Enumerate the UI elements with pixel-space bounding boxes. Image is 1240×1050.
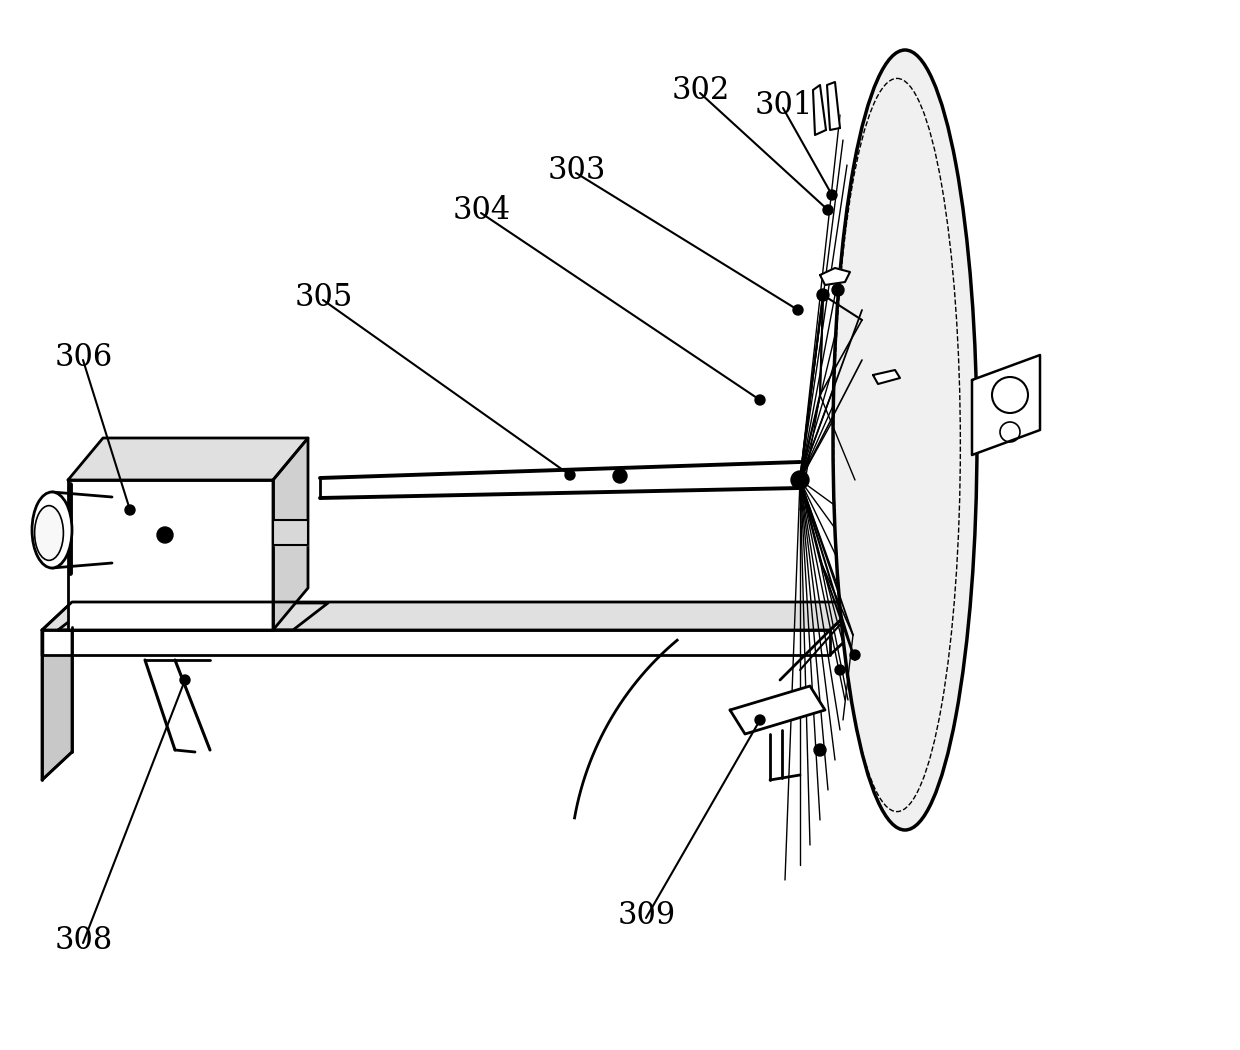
Polygon shape bbox=[813, 85, 826, 135]
Circle shape bbox=[813, 744, 826, 756]
Ellipse shape bbox=[32, 492, 72, 568]
Ellipse shape bbox=[833, 50, 977, 830]
Circle shape bbox=[817, 289, 830, 301]
Circle shape bbox=[180, 675, 190, 685]
Polygon shape bbox=[820, 268, 849, 285]
Circle shape bbox=[755, 395, 765, 405]
Polygon shape bbox=[827, 82, 839, 130]
Polygon shape bbox=[972, 355, 1040, 455]
Text: 303: 303 bbox=[548, 155, 606, 186]
Circle shape bbox=[827, 190, 837, 200]
Polygon shape bbox=[273, 520, 308, 545]
Polygon shape bbox=[68, 480, 273, 630]
Circle shape bbox=[794, 304, 804, 315]
Polygon shape bbox=[58, 603, 329, 630]
Text: 302: 302 bbox=[672, 75, 730, 106]
Circle shape bbox=[565, 470, 575, 480]
Polygon shape bbox=[68, 438, 308, 480]
Polygon shape bbox=[730, 686, 825, 734]
Polygon shape bbox=[42, 630, 830, 655]
Text: 304: 304 bbox=[453, 195, 511, 226]
Polygon shape bbox=[873, 370, 900, 384]
Text: 306: 306 bbox=[55, 342, 113, 373]
Circle shape bbox=[791, 471, 808, 489]
Polygon shape bbox=[273, 438, 308, 630]
Polygon shape bbox=[42, 602, 861, 630]
Text: 308: 308 bbox=[55, 925, 113, 956]
Text: 301: 301 bbox=[755, 90, 813, 121]
Text: 309: 309 bbox=[618, 900, 676, 931]
Circle shape bbox=[823, 205, 833, 215]
Circle shape bbox=[125, 505, 135, 514]
Circle shape bbox=[835, 665, 844, 675]
Ellipse shape bbox=[35, 506, 63, 561]
Circle shape bbox=[613, 469, 627, 483]
Circle shape bbox=[832, 284, 844, 296]
Circle shape bbox=[849, 650, 861, 660]
Polygon shape bbox=[42, 602, 72, 780]
Circle shape bbox=[157, 527, 174, 543]
Circle shape bbox=[755, 715, 765, 724]
Text: 305: 305 bbox=[295, 282, 353, 313]
